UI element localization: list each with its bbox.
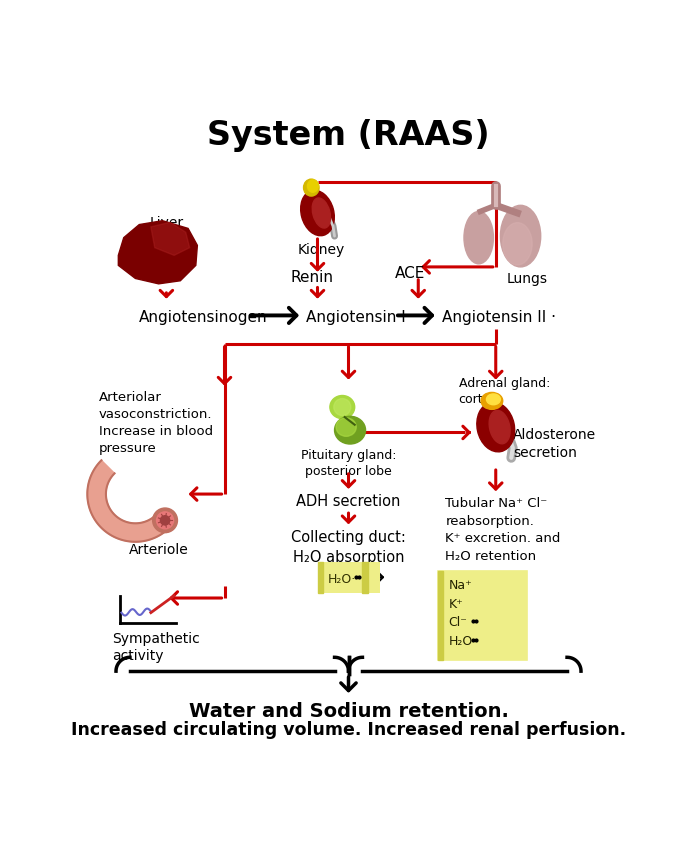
Ellipse shape bbox=[301, 191, 335, 237]
Text: Lungs: Lungs bbox=[506, 272, 547, 285]
Text: Collecting duct:
H₂O absorption: Collecting duct: H₂O absorption bbox=[291, 529, 406, 564]
Ellipse shape bbox=[303, 180, 319, 197]
Text: Water and Sodium retention.: Water and Sodium retention. bbox=[188, 701, 509, 720]
Text: Angiotensin II ·: Angiotensin II · bbox=[441, 310, 556, 325]
Text: Liver: Liver bbox=[150, 216, 184, 229]
Text: H₂O·: H₂O· bbox=[449, 634, 477, 648]
Ellipse shape bbox=[336, 418, 356, 437]
Text: Kidney: Kidney bbox=[298, 242, 345, 256]
Text: H₂O·: H₂O· bbox=[328, 573, 356, 585]
Ellipse shape bbox=[312, 199, 330, 229]
Text: Sympathetic
activity: Sympathetic activity bbox=[112, 631, 200, 663]
Ellipse shape bbox=[481, 393, 503, 410]
Circle shape bbox=[156, 512, 173, 529]
Text: Tubular Na⁺ Cl⁻
reabsorption.
K⁺ excretion. and
H₂O retention: Tubular Na⁺ Cl⁻ reabsorption. K⁺ excreti… bbox=[445, 497, 561, 562]
Text: Increased circulating volume. Increased renal perfusion.: Increased circulating volume. Increased … bbox=[71, 721, 626, 739]
Text: Cl⁻: Cl⁻ bbox=[449, 615, 467, 628]
Ellipse shape bbox=[486, 394, 500, 406]
Text: ACE: ACE bbox=[395, 266, 426, 280]
Text: Angiotensinogen: Angiotensinogen bbox=[139, 310, 268, 325]
Ellipse shape bbox=[489, 411, 510, 444]
Bar bbox=[438, 572, 527, 659]
Circle shape bbox=[160, 516, 170, 526]
Text: ADH secretion: ADH secretion bbox=[296, 493, 401, 509]
Text: Renin: Renin bbox=[290, 270, 333, 285]
Ellipse shape bbox=[330, 396, 355, 419]
Bar bbox=[318, 562, 379, 593]
Text: Adrenal gland:
cortex: Adrenal gland: cortex bbox=[458, 377, 550, 406]
Ellipse shape bbox=[307, 181, 318, 193]
Polygon shape bbox=[118, 222, 197, 285]
Text: Arteriole: Arteriole bbox=[129, 542, 188, 556]
Ellipse shape bbox=[477, 403, 515, 452]
Text: Na⁺: Na⁺ bbox=[449, 579, 472, 592]
Ellipse shape bbox=[503, 223, 532, 266]
Text: System (RAAS): System (RAAS) bbox=[207, 119, 490, 153]
Ellipse shape bbox=[335, 417, 366, 445]
Bar bbox=[362, 562, 368, 593]
Text: Angiotensin I: Angiotensin I bbox=[306, 310, 406, 325]
Ellipse shape bbox=[464, 212, 494, 264]
Text: Arteriolar
vasoconstriction.
Increase in blood
pressure: Arteriolar vasoconstriction. Increase in… bbox=[99, 391, 213, 455]
Text: Pituitary gland:
posterior lobe: Pituitary gland: posterior lobe bbox=[301, 448, 396, 477]
Polygon shape bbox=[87, 461, 172, 542]
Polygon shape bbox=[151, 223, 190, 256]
Bar bbox=[438, 572, 443, 659]
Text: K⁺: K⁺ bbox=[449, 597, 463, 610]
Ellipse shape bbox=[334, 399, 351, 416]
Bar bbox=[318, 562, 323, 593]
Text: Aldosterone
secretion: Aldosterone secretion bbox=[513, 428, 596, 460]
Circle shape bbox=[152, 509, 177, 533]
Ellipse shape bbox=[500, 206, 541, 268]
